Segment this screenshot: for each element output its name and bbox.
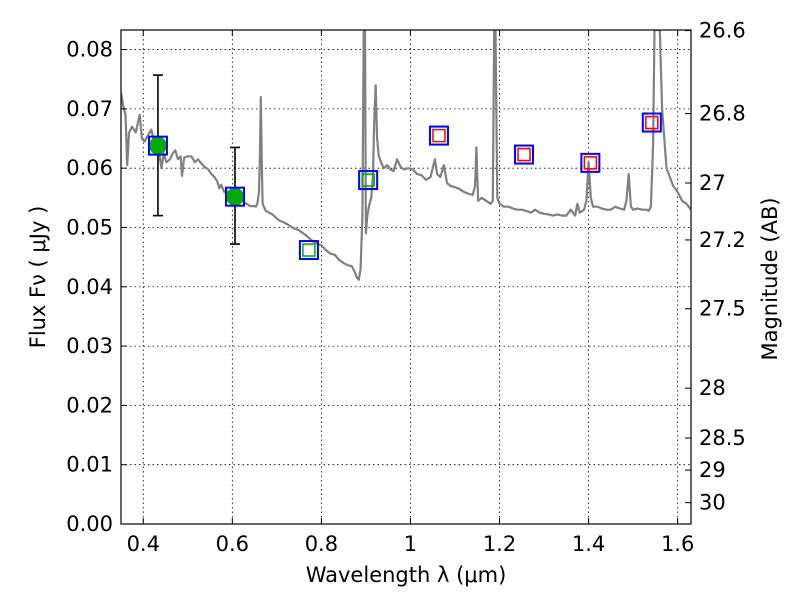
x-tick-label: 0.8 [305, 532, 338, 556]
axes-frame [120, 29, 692, 525]
right-tick-label: 26.6 [699, 19, 746, 43]
x-tick-label: 0.6 [216, 532, 249, 556]
x-tick-label: 1.4 [572, 532, 605, 556]
x-tick-label: 0.4 [127, 532, 160, 556]
plot-area [121, 30, 691, 281]
right-tick-label: 27.5 [699, 297, 746, 321]
y-tick-label: 0.05 [66, 215, 113, 239]
right-tick-label: 28.5 [699, 426, 746, 450]
y-tick-label: 0.01 [66, 453, 113, 477]
observed-square-marker [641, 112, 662, 133]
model-square-marker [361, 173, 375, 187]
model-square-marker [302, 243, 316, 257]
observed-square-marker [514, 144, 535, 165]
y-tick-label: 0.06 [66, 156, 113, 180]
right-tick-label: 27.2 [699, 228, 746, 252]
sed-model-line [121, 30, 691, 281]
observed-square-marker [580, 152, 601, 173]
right-tick-label: 29 [699, 458, 726, 482]
grid [121, 30, 691, 525]
x-tick-label: 1.6 [661, 532, 694, 556]
right-tick-label: 26.8 [699, 102, 746, 126]
model-square-marker [432, 128, 446, 143]
observed-square-marker [147, 135, 168, 156]
x-tick-label: 1.2 [483, 532, 516, 556]
x-axis-label: Wavelength λ (μm) [306, 563, 507, 587]
y-tick-label: 0.03 [66, 334, 113, 358]
photometry-point [148, 136, 167, 155]
observed-square-marker [298, 240, 319, 261]
model-square-marker [517, 147, 531, 162]
model-square-marker [645, 115, 659, 130]
ticks: 0.4 0.6 0.8 1 1.2 1.4 1.6 0.00 0.01 0.02 0.03 0.04 0… [66, 19, 746, 556]
observed-square-marker [358, 170, 379, 191]
x-tick-label: 1 [404, 532, 417, 556]
model-square-marker [583, 156, 598, 170]
y-axis-label: Flux Fν ( μJy ) [26, 206, 50, 349]
photometry-point [226, 187, 244, 206]
right-tick-label: 30 [699, 491, 726, 515]
observed-square-marker [428, 125, 449, 146]
y-tick-label: 0.07 [66, 97, 113, 121]
right-tick-label: 27 [699, 171, 726, 195]
y-tick-label: 0.00 [66, 512, 113, 536]
y-tick-label: 0.08 [66, 38, 113, 62]
y-tick-label: 0.04 [66, 275, 113, 299]
right-axis-label: Magnitude (AB) [758, 197, 782, 360]
y-tick-label: 0.02 [66, 393, 113, 417]
right-tick-label: 28 [699, 376, 726, 400]
observed-square-marker [225, 186, 245, 207]
